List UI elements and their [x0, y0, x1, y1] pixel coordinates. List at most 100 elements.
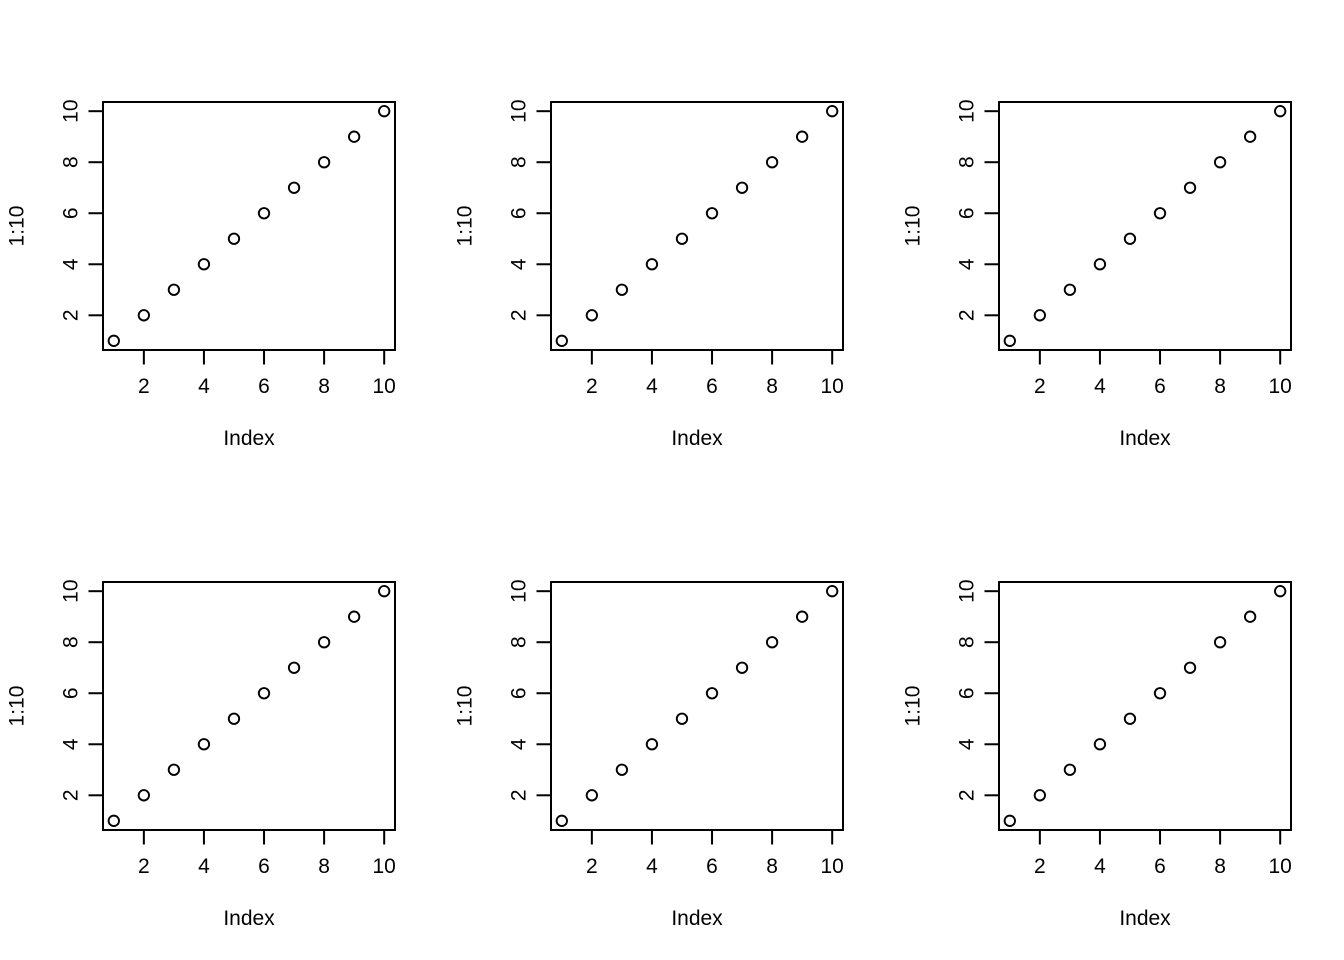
x-tick-label: 2: [586, 855, 598, 878]
y-tick-label: 8: [59, 156, 82, 168]
y-tick-label: 2: [59, 789, 82, 801]
data-point: [1243, 610, 1257, 623]
y-tick-label: 4: [507, 738, 530, 750]
data-point: [317, 156, 331, 169]
y-tick-label: 4: [955, 738, 978, 750]
data-point: [1093, 258, 1107, 271]
data-point: [1033, 789, 1047, 802]
panel-5: 2 4 6 8 10 2 4 6 8 10 Index 1:10: [448, 480, 896, 960]
panel-1: 2 4 6 8 10 2 4 6 8 10 Index 1:10: [0, 0, 448, 480]
data-point: [1153, 687, 1167, 700]
panel-3: 2 4 6 8 10 2 4 6 8 10 Index 1:10: [896, 0, 1344, 480]
y-tick-label: 2: [507, 309, 530, 321]
y-tick-label: 6: [955, 207, 978, 219]
data-point: [257, 207, 271, 220]
scatter-plot-svg: 2 4 6 8 10 2 4 6 8 10 Index 1:10: [901, 580, 1292, 930]
data-point: [107, 814, 120, 827]
y-tick-label: 4: [59, 738, 82, 750]
panel-6: 2 4 6 8 10 2 4 6 8 10 Index 1:10: [896, 480, 1344, 960]
x-tick-label: 4: [198, 375, 210, 398]
data-point: [257, 687, 271, 700]
y-tick-label: 6: [59, 687, 82, 699]
plot-box: [550, 581, 844, 831]
y-axis-label: 1:10: [5, 686, 28, 727]
plot-box: [550, 101, 844, 351]
scatter-plot-svg: 2 4 6 8 10 2 4 6 8 10 Index 1:10: [901, 100, 1292, 450]
y-axis-label: 1:10: [453, 686, 476, 727]
data-point: [765, 636, 779, 649]
panel-2: 2 4 6 8 10 2 4 6 8 10 Index 1:10: [448, 0, 896, 480]
data-point: [585, 309, 599, 322]
plot-box: [102, 101, 396, 351]
x-tick-label: 2: [1034, 375, 1046, 398]
data-point: [1123, 232, 1137, 245]
data-point: [227, 232, 241, 245]
data-point: [1093, 738, 1107, 751]
x-tick-label: 2: [138, 375, 150, 398]
data-point: [378, 105, 391, 118]
x-tick-label: 4: [646, 855, 658, 878]
data-point: [826, 105, 839, 118]
data-point: [1274, 585, 1287, 598]
y-tick-label: 2: [59, 309, 82, 321]
y-tick-label: 8: [507, 636, 530, 648]
data-point: [347, 130, 361, 143]
x-tick-label: 6: [706, 375, 718, 398]
data-point: [1063, 283, 1077, 296]
x-tick-label: 8: [766, 855, 778, 878]
x-tick-label: 8: [1214, 375, 1226, 398]
data-point: [197, 738, 211, 751]
x-tick-label: 2: [138, 855, 150, 878]
plot-box: [998, 581, 1292, 831]
data-point: [1153, 207, 1167, 220]
data-point: [1003, 334, 1016, 347]
scatter-plot-svg: 2 4 6 8 10 2 4 6 8 10 Index 1:10: [453, 580, 844, 930]
y-axis-label: 1:10: [5, 206, 28, 247]
x-tick-label: 4: [198, 855, 210, 878]
y-tick-label: 8: [507, 156, 530, 168]
y-tick-label: 10: [955, 580, 978, 603]
y-tick-label: 2: [955, 309, 978, 321]
x-tick-label: 4: [1094, 375, 1106, 398]
y-tick-label: 8: [59, 636, 82, 648]
data-point: [287, 661, 301, 674]
y-tick-label: 10: [507, 100, 530, 123]
scatter-plot-svg: 2 4 6 8 10 2 4 6 8 10 Index 1:10: [453, 100, 844, 450]
y-tick-label: 4: [59, 258, 82, 270]
data-point: [795, 130, 809, 143]
data-point: [705, 687, 719, 700]
x-tick-label: 2: [586, 375, 598, 398]
data-point: [675, 232, 689, 245]
data-point: [735, 661, 749, 674]
y-tick-label: 6: [507, 687, 530, 699]
data-point: [107, 334, 120, 347]
data-point: [555, 334, 568, 347]
y-axis-label: 1:10: [453, 206, 476, 247]
y-tick-label: 10: [59, 100, 82, 123]
x-tick-label: 8: [318, 375, 330, 398]
data-point: [1183, 661, 1197, 674]
y-tick-label: 2: [507, 789, 530, 801]
data-point: [317, 636, 331, 649]
data-point: [287, 181, 301, 194]
data-point: [167, 763, 181, 776]
y-tick-label: 8: [955, 636, 978, 648]
x-tick-label: 4: [1094, 855, 1106, 878]
x-tick-label: 10: [373, 855, 396, 878]
data-point: [1183, 181, 1197, 194]
scatter-plot-svg: 2 4 6 8 10 2 4 6 8 10 Index 1:10: [5, 580, 396, 930]
y-tick-label: 6: [59, 207, 82, 219]
x-tick-label: 8: [766, 375, 778, 398]
plot-box: [102, 581, 396, 831]
y-tick-label: 4: [955, 258, 978, 270]
data-point: [615, 283, 629, 296]
x-tick-label: 8: [1214, 855, 1226, 878]
x-tick-label: 6: [706, 855, 718, 878]
x-tick-label: 2: [1034, 855, 1046, 878]
x-tick-label: 10: [821, 375, 844, 398]
x-axis-label: Index: [671, 907, 723, 930]
data-point: [615, 763, 629, 776]
x-axis-label: Index: [223, 907, 275, 930]
data-point: [167, 283, 181, 296]
